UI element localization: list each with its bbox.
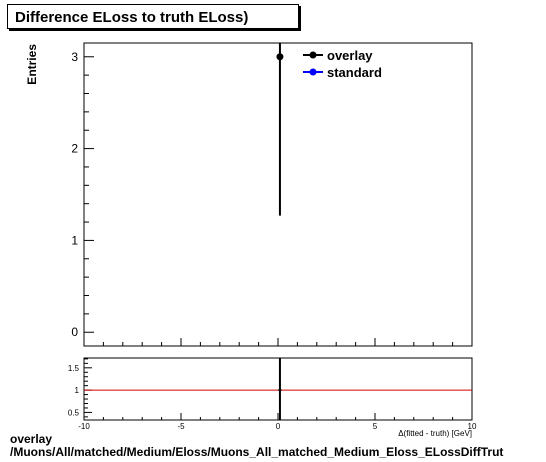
ratio-y-tick-label: 0.5 bbox=[68, 408, 80, 417]
footer-line-1: overlay bbox=[10, 432, 53, 446]
chart-title: Difference ELoss to truth ELoss) bbox=[15, 9, 249, 26]
x-tick-label: 10 bbox=[468, 422, 477, 431]
main-plot-frame bbox=[83, 42, 473, 347]
ratio-y-tick-label: 1 bbox=[75, 386, 80, 395]
x-tick-label: -5 bbox=[177, 422, 185, 431]
y-tick-label: 1 bbox=[71, 233, 78, 247]
legend-marker bbox=[309, 51, 317, 59]
legend-marker bbox=[309, 68, 317, 76]
y-tick-label: 0 bbox=[71, 325, 78, 339]
y-tick-label: 2 bbox=[71, 142, 78, 156]
ratio-data-point bbox=[278, 388, 282, 392]
data-point bbox=[276, 53, 284, 61]
x-tick-label: -10 bbox=[78, 422, 90, 431]
footer-line-2: /Muons/All/matched/Medium/Eloss/Muons_Al… bbox=[10, 445, 504, 459]
x-axis-label: Δ(fitted - truth) [GeV] bbox=[398, 429, 472, 438]
x-tick-label: 0 bbox=[276, 422, 281, 431]
legend-label: overlay bbox=[327, 48, 373, 63]
ratio-plot-frame bbox=[83, 357, 473, 421]
x-tick-label: 5 bbox=[373, 422, 378, 431]
y-axis-label: Entries bbox=[25, 44, 39, 85]
y-tick-label: 3 bbox=[71, 50, 78, 64]
ratio-y-tick-label: 1.5 bbox=[68, 364, 80, 373]
title-box: Difference ELoss to truth ELoss) bbox=[7, 4, 299, 29]
legend-label: standard bbox=[327, 65, 382, 80]
